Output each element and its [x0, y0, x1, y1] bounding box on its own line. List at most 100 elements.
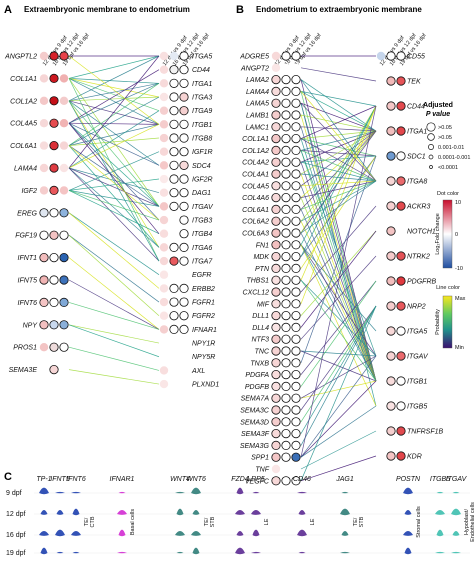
ligand-label: COL1A1	[242, 136, 269, 143]
panel-c-cell-type-label: TE/	[204, 517, 210, 526]
panel-c-cell-type-label: TE/	[84, 517, 90, 526]
panel-b-receptors: CD55 TEK CD44 ITGA1 SDC1 ITGA8 ACKR3 NOTCH1 NTRK…	[376, 51, 444, 461]
receptor-dot	[169, 311, 179, 321]
receptor-dot	[376, 101, 386, 111]
ligand-label: IFNT5	[18, 278, 38, 285]
ligand-dot	[271, 51, 281, 61]
interaction-link	[300, 130, 377, 187]
receptor-label: ITGB5	[407, 404, 427, 411]
legend-size-label: >0.05	[438, 135, 452, 141]
interaction-link	[300, 79, 377, 382]
receptor-dot	[386, 251, 396, 261]
interaction-link	[68, 302, 160, 330]
interaction-link	[68, 137, 160, 146]
panel-c-violin	[452, 491, 460, 494]
receptor-dot	[396, 376, 406, 386]
panel-c-violin	[40, 547, 48, 555]
ligand-dot	[271, 452, 281, 462]
receptor-label: CD55	[407, 54, 425, 61]
receptor-dot	[169, 215, 179, 225]
interaction-link	[68, 324, 160, 358]
panel-b: B Endometrium to extraembryonic membrane…	[236, 4, 444, 486]
ligand-label: TNXB	[250, 360, 269, 367]
ligand-dot	[291, 240, 301, 250]
ligand-dot	[291, 405, 301, 415]
ligand-dot	[291, 452, 301, 462]
panel-c-row-label: 9 dpf	[6, 490, 22, 497]
panel-c-violin	[435, 509, 445, 515]
ligand-dot	[39, 297, 49, 307]
panel-c-violin	[251, 509, 261, 515]
ligand-dot	[291, 287, 301, 297]
panel-c-violin	[297, 529, 307, 537]
ligand-dot	[49, 51, 59, 61]
receptor-dot	[159, 284, 169, 293]
interaction-link	[300, 155, 377, 163]
panel-c-gene-label: WNT4	[170, 476, 190, 483]
ligand-dot	[281, 299, 291, 309]
ligand-dot	[271, 310, 281, 321]
ligand-dot	[271, 381, 281, 391]
interaction-link	[300, 232, 377, 382]
receptor-dot	[386, 426, 396, 436]
interaction-link	[300, 185, 377, 382]
receptor-dot	[179, 229, 189, 239]
ligand-dot	[271, 86, 281, 97]
ligand-dot	[281, 310, 291, 321]
ligand-dot	[281, 157, 291, 167]
receptor-dot	[179, 215, 189, 225]
ligand-dot	[59, 342, 69, 352]
ligand-dot	[281, 216, 291, 226]
ligand-label: COL4A5	[242, 183, 269, 190]
interaction-link	[300, 221, 377, 382]
receptor-label: IFNAR1	[192, 327, 217, 334]
ligand-label: FN1	[256, 242, 269, 249]
legend-dot-color-title: Dot color	[437, 191, 459, 197]
legend-size-label: >0.05	[438, 125, 452, 131]
ligand-dot	[49, 230, 59, 240]
ligand-dot	[59, 74, 69, 83]
panel-a-receptors: ITGA5 CD44 ITGA1 ITGA3 ITGA9 ITGB1 ITGB8 IGF1R S…	[159, 51, 219, 389]
panel-b-title: Endometrium to extraembryonic membrane	[256, 5, 422, 14]
ligand-dot	[271, 134, 281, 144]
ligand-dot	[271, 216, 281, 226]
receptor-label: SDC4	[192, 163, 211, 170]
receptor-dot	[159, 65, 169, 74]
ligand-dot	[281, 169, 291, 179]
ligand-dot	[59, 275, 69, 285]
panel-a: A Extraembryonic membrane to endometrium…	[4, 4, 219, 389]
ligand-label: FGF19	[15, 233, 37, 240]
receptor-dot	[159, 379, 169, 389]
ligand-dot	[281, 464, 291, 474]
ligand-dot	[59, 320, 69, 330]
receptor-dot	[179, 256, 189, 266]
receptor-dot	[396, 126, 406, 136]
ligand-dot	[281, 428, 291, 439]
interaction-link	[300, 105, 377, 234]
receptor-dot	[169, 201, 179, 211]
ligand-dot	[291, 63, 301, 72]
ligand-label: ADGRE5	[239, 54, 269, 61]
ligand-label: LAMA2	[246, 77, 269, 84]
ligand-label: LAMA4	[246, 89, 269, 96]
ligand-dot	[271, 393, 281, 403]
interaction-link	[300, 350, 377, 382]
ligand-dot	[39, 343, 49, 352]
ligand-label: COL1A2	[242, 148, 269, 155]
receptor-dot	[179, 147, 189, 157]
ligand-dot	[291, 169, 301, 179]
receptor-dot	[159, 297, 169, 307]
interaction-link	[300, 173, 377, 382]
panel-c-gene-label: IFNAR1	[110, 476, 135, 483]
ligand-dot	[39, 96, 49, 106]
ligand-dot	[291, 181, 301, 191]
receptor-dot	[159, 51, 169, 61]
interaction-link	[68, 96, 160, 102]
interaction-link	[300, 205, 377, 293]
panel-c-violin	[118, 491, 126, 494]
panel-c-violin	[71, 491, 81, 494]
interaction-link	[68, 369, 160, 385]
interaction-link	[68, 167, 160, 248]
